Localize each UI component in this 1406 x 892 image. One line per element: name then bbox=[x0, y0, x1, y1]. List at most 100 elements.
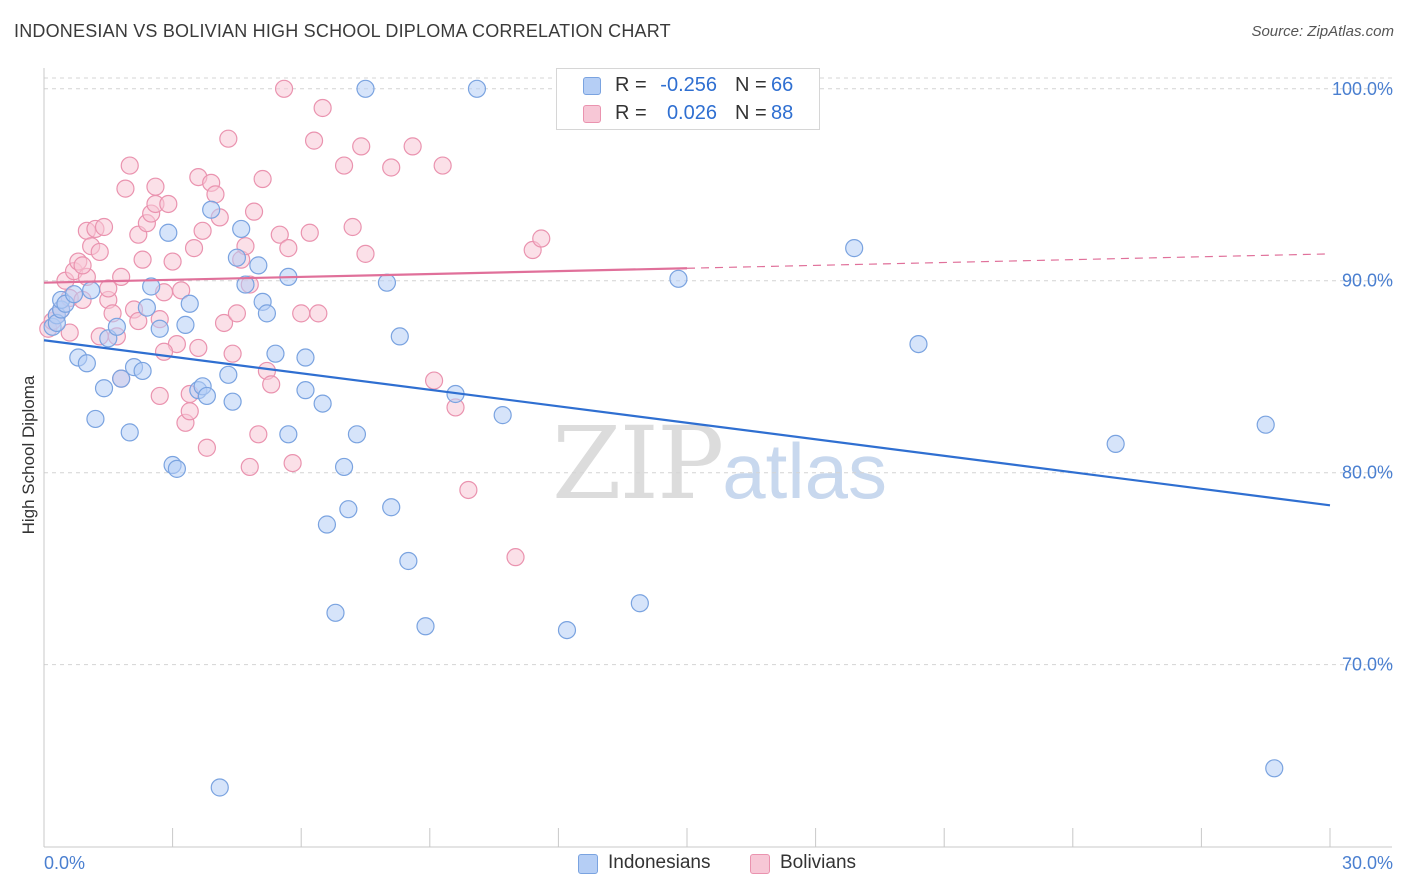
y-tick-label: 80.0% bbox=[1342, 463, 1393, 483]
indonesian-point bbox=[86, 409, 105, 429]
bolivian-point bbox=[459, 480, 478, 500]
bolivians-legend-swatch bbox=[750, 854, 770, 874]
bolivian-point bbox=[262, 375, 281, 394]
indonesian-point bbox=[1106, 434, 1125, 454]
bolivian-point bbox=[283, 453, 302, 473]
bolivian-point bbox=[532, 229, 551, 248]
indonesian-point bbox=[82, 281, 101, 300]
x-tick-label: 0.0% bbox=[44, 853, 85, 873]
indonesian-point bbox=[845, 239, 864, 258]
indonesian-point bbox=[493, 406, 512, 425]
indonesian-point bbox=[223, 392, 242, 411]
y-tick-label: 70.0% bbox=[1342, 655, 1393, 675]
bolivian-point bbox=[356, 244, 375, 263]
indonesian-point bbox=[137, 298, 156, 317]
indonesian-point bbox=[296, 381, 315, 400]
indonesian-point bbox=[467, 79, 487, 98]
bolivian-point bbox=[313, 98, 332, 118]
indonesian-point bbox=[339, 500, 358, 519]
stats-row-indonesians: R = -0.256 N = 66 bbox=[557, 72, 819, 100]
bolivian-point bbox=[120, 156, 139, 175]
indonesian-point bbox=[227, 248, 246, 267]
bolivian-point bbox=[180, 402, 199, 421]
bolivian-point bbox=[279, 239, 298, 258]
bolivian-point bbox=[227, 304, 246, 323]
bolivian-point bbox=[146, 177, 165, 196]
r-value: -0.256 bbox=[660, 74, 717, 96]
x-tick-label: 30.0% bbox=[1342, 853, 1393, 873]
bolivian-point bbox=[219, 129, 238, 148]
bolivian-point bbox=[60, 323, 79, 342]
indonesian-point bbox=[210, 778, 229, 797]
indonesian-point bbox=[1256, 415, 1275, 434]
indonesian-point bbox=[557, 620, 577, 640]
bolivian-point bbox=[73, 256, 92, 275]
bolivians-trend-line bbox=[43, 267, 688, 284]
indonesian-point bbox=[159, 223, 178, 242]
indonesian-point bbox=[326, 603, 345, 622]
bolivian-point bbox=[223, 344, 242, 363]
n-value: 88 bbox=[771, 102, 794, 124]
bolivian-point bbox=[300, 223, 319, 242]
bolivian-point bbox=[133, 250, 152, 269]
indonesian-point bbox=[356, 79, 375, 98]
indonesians-points bbox=[43, 79, 1284, 797]
indonesian-point bbox=[249, 256, 268, 275]
bolivian-point bbox=[506, 548, 525, 567]
bolivian-point bbox=[270, 225, 289, 244]
bolivian-point bbox=[334, 156, 354, 175]
gridlines bbox=[44, 77, 1392, 666]
indonesian-point bbox=[296, 348, 315, 367]
bolivians-swatch bbox=[583, 105, 601, 123]
bolivian-point bbox=[244, 202, 264, 221]
bolivian-point bbox=[253, 169, 272, 189]
axes bbox=[43, 68, 1392, 848]
r-label: R = bbox=[615, 102, 647, 124]
bolivian-point bbox=[163, 252, 182, 271]
indonesians-swatch bbox=[583, 77, 601, 95]
bolivian-point bbox=[197, 438, 216, 457]
n-value: 66 bbox=[771, 74, 794, 96]
indonesian-point bbox=[133, 361, 152, 381]
indonesian-point bbox=[909, 334, 928, 354]
bolivian-point bbox=[424, 371, 444, 390]
bolivian-point bbox=[309, 304, 328, 323]
source-label: Source: ZipAtlas.com bbox=[1251, 23, 1394, 40]
bolivian-point bbox=[154, 342, 174, 361]
indonesian-point bbox=[94, 379, 114, 398]
bolivian-point bbox=[189, 338, 208, 358]
indonesian-point bbox=[257, 304, 277, 323]
indonesian-point bbox=[120, 423, 139, 442]
y-tick-label: 100.0% bbox=[1332, 79, 1393, 99]
r-label: R = bbox=[615, 74, 647, 96]
tick-labels: 70.0% 80.0% 90.0% 100.0% 0.0% 30.0% bbox=[44, 79, 1393, 873]
indonesian-point bbox=[150, 319, 169, 338]
indonesian-point bbox=[197, 386, 216, 406]
stats-row-bolivians: R = 0.026 N = 88 bbox=[557, 100, 819, 128]
indonesian-point bbox=[142, 277, 161, 296]
indonesian-point bbox=[317, 515, 337, 534]
indonesian-point bbox=[630, 594, 649, 613]
indonesian-point bbox=[232, 219, 251, 239]
bolivians-trend-extension bbox=[686, 253, 1331, 269]
bolivian-point bbox=[184, 239, 204, 258]
legend-label-indonesians: Indonesians bbox=[608, 852, 711, 873]
bolivian-point bbox=[193, 221, 212, 240]
indonesian-point bbox=[167, 459, 186, 478]
chart-title: INDONESIAN VS BOLIVIAN HIGH SCHOOL DIPLO… bbox=[14, 21, 671, 41]
indonesian-point bbox=[64, 285, 84, 304]
bolivian-point bbox=[116, 179, 135, 198]
bolivian-point bbox=[150, 386, 169, 406]
indonesian-point bbox=[107, 317, 126, 336]
bolivian-point bbox=[94, 217, 114, 237]
indonesian-point bbox=[1265, 759, 1284, 778]
indonesian-point bbox=[112, 369, 131, 388]
bolivian-point bbox=[206, 185, 225, 204]
indonesian-point bbox=[180, 294, 199, 313]
bolivian-point bbox=[90, 242, 109, 262]
indonesian-point bbox=[313, 394, 332, 413]
bolivian-point bbox=[214, 313, 234, 333]
indonesian-point bbox=[377, 273, 397, 292]
indonesians-trend-line bbox=[43, 339, 1331, 507]
